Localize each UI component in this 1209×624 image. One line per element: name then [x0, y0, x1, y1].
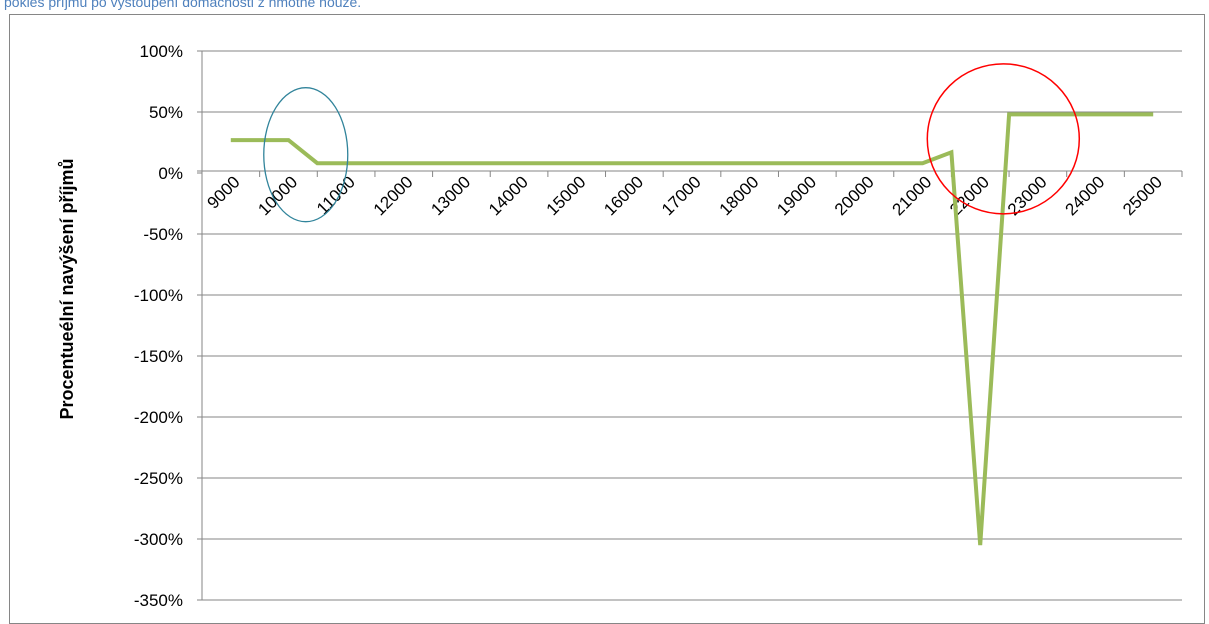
highlight-ellipse-red [926, 63, 1081, 215]
annotation-layer [263, 63, 1081, 223]
chart-frame [9, 14, 1205, 624]
x-tick-label: 9000 [203, 172, 243, 212]
y-tick-label: -100% [134, 286, 183, 305]
x-tick-label: 23000 [1004, 172, 1051, 219]
y-axis-label: Procentueélní navýšení příjmů [57, 158, 77, 419]
x-tick-label: 25000 [1119, 172, 1166, 219]
x-tick-label: 21000 [889, 172, 936, 219]
line-chart: 100% 50% 0% -50% -100% -150% -200% -250% -300% -3… [57, 42, 1183, 608]
x-tick-label: 11000 [313, 172, 359, 218]
x-tick-label: 24000 [1061, 172, 1108, 219]
x-tick-label: 17000 [658, 172, 705, 219]
gridlines [202, 50, 1182, 601]
series-line [230, 112, 1154, 546]
x-tick-label: 19000 [773, 172, 820, 219]
x-tick-label: 13000 [427, 172, 474, 219]
y-tick-label: 50% [149, 103, 183, 122]
x-tick-label: 18000 [716, 172, 763, 219]
figure-caption: pokles příjmů po vystoupení domácnosti z… [4, 0, 362, 10]
highlight-ellipse-blue [263, 87, 349, 223]
y-tick-label: 100% [140, 42, 183, 61]
y-tick-labels: 100% 50% 0% -50% -100% -150% -200% -250% -300% -3… [134, 42, 183, 608]
x-tick-label: 20000 [831, 172, 878, 219]
y-tick-label: -200% [134, 408, 183, 427]
y-tick-label: -150% [134, 347, 183, 366]
axes [197, 50, 1183, 601]
series-layer [230, 112, 1154, 546]
x-tick-label: 10000 [254, 172, 301, 219]
y-tick-label: -50% [143, 225, 183, 244]
x-tick-label: 16000 [600, 172, 647, 219]
y-tick-label: -250% [134, 469, 183, 488]
x-tick-label: 12000 [370, 172, 417, 219]
x-tick-label: 15000 [543, 172, 590, 219]
y-tick-label: -350% [134, 591, 183, 608]
y-tick-label: -300% [134, 530, 183, 549]
y-tick-label: 0% [158, 164, 183, 183]
x-tick-label: 14000 [485, 172, 532, 219]
